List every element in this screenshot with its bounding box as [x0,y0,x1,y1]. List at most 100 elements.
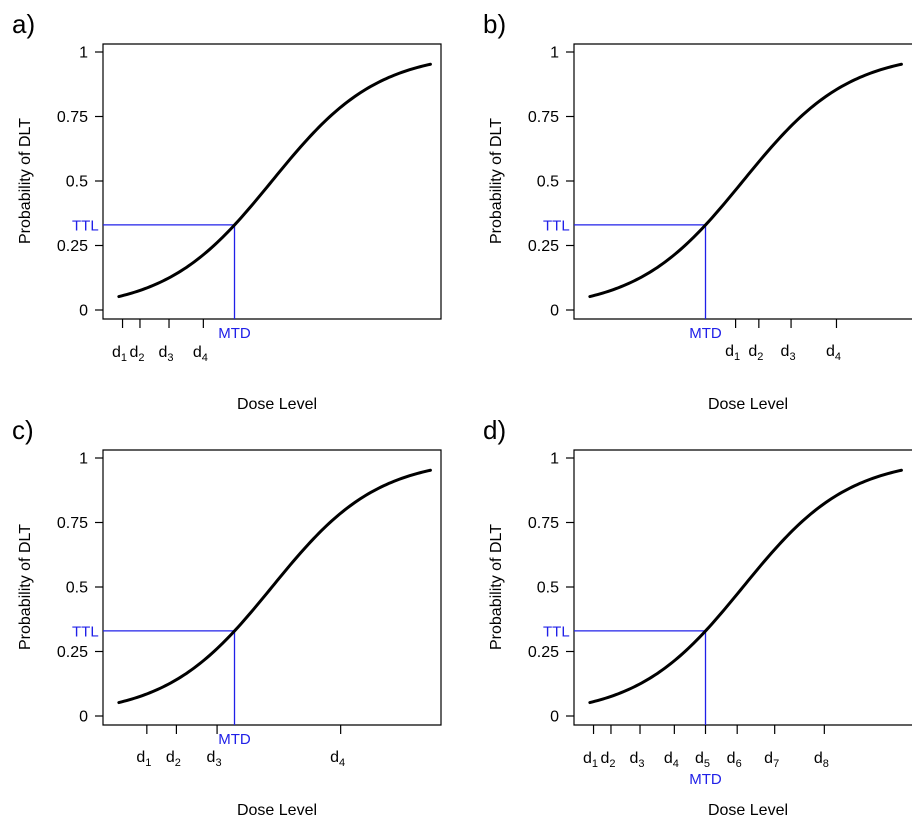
dose-label-subscript: 3 [167,352,173,364]
dose-tick-label: d4 [193,344,208,364]
y-tick-label: 0.5 [66,174,88,191]
dose-tick-label: d1 [583,750,598,770]
dose-label-subscript: 1 [145,757,151,769]
chart-panel-c: c) 0 0.25 0.5 0.75 1 Probability of DLT Dose Le… [12,415,442,819]
dlt-curve [588,62,903,299]
dlt-curve [588,468,903,705]
dose-label-subscript: 4 [202,352,208,364]
dose-label-subscript: 3 [789,351,795,363]
dose-label-subscript: 2 [138,352,144,364]
dose-label-subscript: 1 [121,352,127,364]
ttl-label: TTL [72,217,99,234]
dose-label-base: d [330,749,339,766]
dose-label-base: d [725,343,734,360]
dose-tick-label: d1 [136,749,151,769]
mtd-label: MTD [689,771,722,788]
dose-label-base: d [664,750,673,767]
y-axis-title: Probability of DLT [17,118,34,244]
dose-tick-label: d5 [695,750,710,770]
dose-tick-label: d3 [781,343,796,363]
dose-label-subscript: 2 [175,757,181,769]
dose-label-base: d [207,749,216,766]
x-axis-title: Dose Level [237,396,317,413]
dose-tick-label: d4 [330,749,345,769]
ttl-label: TTL [72,623,99,640]
dose-tick-label: d7 [764,750,779,770]
dose-tick-label: d1 [725,343,740,363]
dose-label-base: d [166,749,175,766]
ttl-label: TTL [543,623,570,640]
y-tick-label: 0.25 [528,644,559,661]
x-axis-title: Dose Level [708,396,788,413]
dlt-curve [117,468,432,705]
y-tick-label: 1 [550,45,559,62]
y-axis-title: Probability of DLT [488,524,505,650]
dose-label-base: d [630,750,639,767]
y-tick-label: 0 [550,303,559,320]
y-tick-label: 0 [550,709,559,726]
dose-label-base: d [193,344,202,361]
y-axis-title: Probability of DLT [17,524,34,650]
dose-tick-label: d4 [826,343,841,363]
y-tick-label: 1 [79,451,88,468]
dose-label-base: d [136,749,145,766]
mtd-label: MTD [218,325,251,342]
x-axis-title: Dose Level [237,802,317,819]
chart-panel-b: b) 0 0.25 0.5 0.75 1 Probability of DLT Dose Le… [483,9,912,413]
dose-label-base: d [159,344,168,361]
dose-tick-label: d2 [600,750,615,770]
dose-label-base: d [112,344,121,361]
dose-label-subscript: 4 [835,351,841,363]
dose-label-base: d [129,344,138,361]
dose-label-subscript: 2 [757,351,763,363]
y-tick-label: 0 [79,303,88,320]
dose-tick-label: d6 [727,750,742,770]
y-tick-label: 0.25 [528,238,559,255]
dose-tick-label: d8 [814,750,829,770]
panel-label: a) [12,9,35,39]
y-tick-label: 0.25 [57,644,88,661]
dose-label-base: d [814,750,823,767]
y-tick-label: 0 [79,709,88,726]
panel-label: b) [483,9,506,39]
dose-tick-label: d2 [748,343,763,363]
y-tick-label: 0.75 [57,515,88,532]
plot-frame [102,449,442,726]
panel-label: c) [12,415,34,445]
dose-tick-label: d2 [129,344,144,364]
y-tick-label: 0.75 [528,515,559,532]
y-tick-label: 1 [79,45,88,62]
dose-tick-label: d4 [664,750,679,770]
chart-panel-a: a) 0 0.25 0.5 0.75 1 Probability of DLT Dose Le… [12,9,442,413]
dose-label-base: d [764,750,773,767]
dose-tick-label: d3 [630,750,645,770]
dose-label-base: d [695,750,704,767]
x-axis-title: Dose Level [708,802,788,819]
ttl-label: TTL [543,217,570,234]
y-tick-label: 0.75 [528,109,559,126]
dose-label-subscript: 4 [339,757,345,769]
dose-label-subscript: 2 [609,758,615,770]
dose-tick-label: d2 [166,749,181,769]
plot-frame [102,43,442,320]
dose-label-subscript: 8 [823,758,829,770]
y-tick-label: 0.25 [57,238,88,255]
dose-label-subscript: 3 [215,757,221,769]
dose-label-subscript: 3 [638,758,644,770]
mtd-label: MTD [689,325,722,342]
dose-tick-label: d3 [159,344,174,364]
y-axis-title: Probability of DLT [488,118,505,244]
y-tick-label: 0.5 [66,580,88,597]
dose-label-subscript: 5 [704,758,710,770]
dose-label-base: d [748,343,757,360]
dose-label-base: d [600,750,609,767]
dose-label-subscript: 1 [592,758,598,770]
dose-label-base: d [781,343,790,360]
dose-label-subscript: 7 [773,758,779,770]
dose-label-subscript: 1 [734,351,740,363]
y-tick-label: 0.75 [57,109,88,126]
dose-label-base: d [826,343,835,360]
dose-label-subscript: 4 [673,758,679,770]
dose-label-base: d [727,750,736,767]
